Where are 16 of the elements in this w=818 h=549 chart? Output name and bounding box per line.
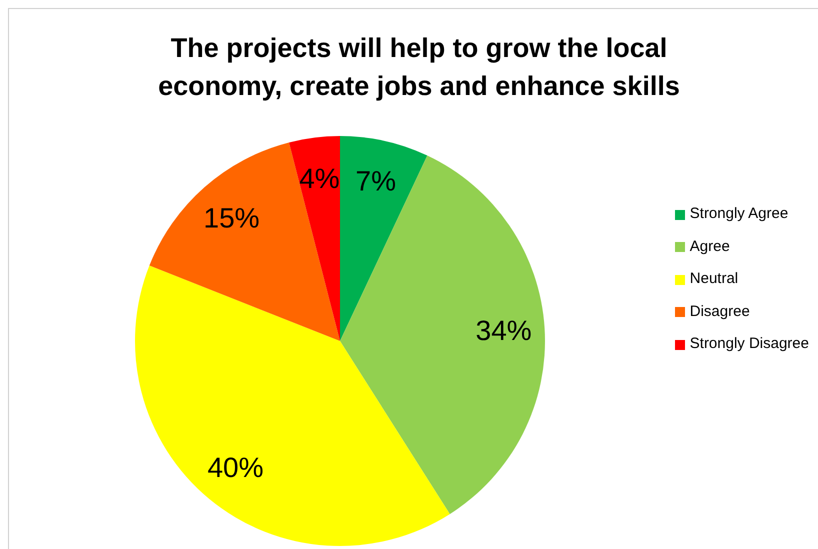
data-label: 40%: [207, 452, 264, 483]
data-label: 7%: [356, 165, 396, 196]
pie-slice: [289, 136, 340, 341]
legend-label: Strongly Disagree: [690, 334, 809, 354]
data-label: 34%: [476, 315, 532, 346]
pie-slice: [135, 266, 450, 546]
chart-title: The projects will help to grow the local economy, create jobs and enhance skills: [157, 32, 681, 103]
legend-label: Agree: [690, 236, 730, 257]
data-label: 15%: [204, 202, 260, 234]
pie-slice: [340, 156, 545, 514]
pie-slice: [149, 142, 340, 341]
legend-label: Strongly Agree: [690, 204, 788, 224]
legend-label: Neutral: [690, 269, 738, 290]
pie-slice: [340, 136, 428, 341]
data-label: 4%: [299, 162, 340, 194]
legend-label: Disagree: [690, 302, 750, 322]
